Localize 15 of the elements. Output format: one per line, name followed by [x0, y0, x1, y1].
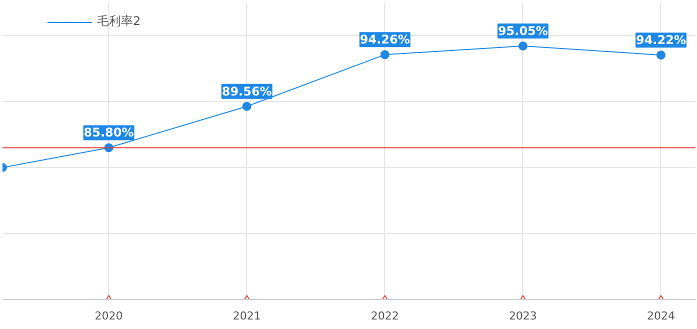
x-tick-label: 2024 — [646, 310, 675, 322]
point — [380, 50, 390, 60]
point — [656, 50, 666, 60]
data-label: 89.56% — [222, 84, 272, 98]
data-label: 85.80% — [84, 126, 134, 140]
x-tick-label: 2023 — [508, 310, 537, 322]
point — [242, 102, 252, 111]
data-label: 94.26% — [360, 32, 410, 47]
data-label: 95.05% — [498, 24, 548, 38]
data-label: 94.22% — [636, 33, 686, 48]
point — [518, 41, 528, 50]
x-tick-label: 2020 — [94, 310, 123, 322]
x-tick-label: 2021 — [232, 310, 261, 322]
x-tick-label: 2022 — [370, 310, 399, 322]
legend-label: 毛利率2 — [97, 13, 141, 30]
